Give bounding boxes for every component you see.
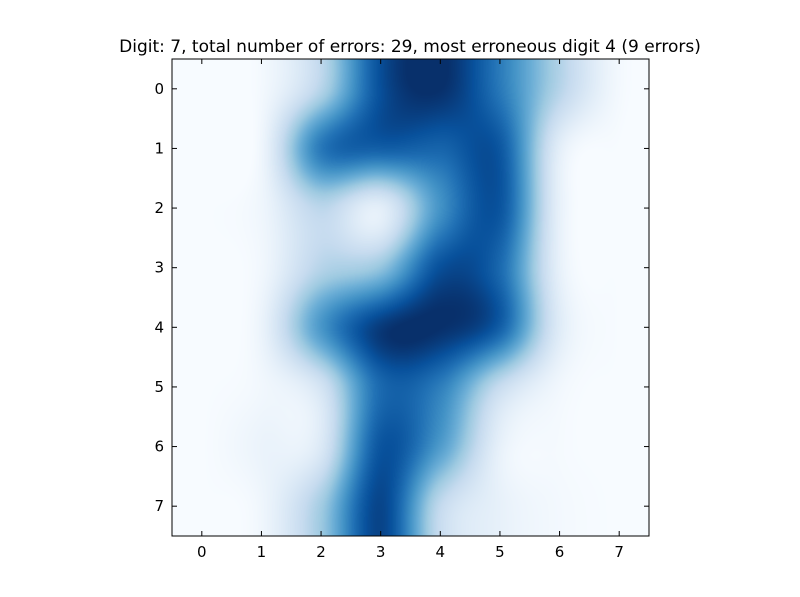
y-tick-label: 2 [154,199,164,217]
x-tick-label: 7 [614,543,624,561]
y-tick-label: 7 [154,497,164,515]
x-axis: 0 1 2 3 4 5 6 7 [197,59,624,561]
heatmap-image [172,59,649,536]
y-tick-label: 6 [154,438,164,456]
y-axis: 0 1 2 3 4 5 6 7 [154,80,649,515]
x-tick-label: 3 [376,543,386,561]
heatmap-raster [172,59,649,536]
x-tick-label: 0 [197,543,207,561]
chart-title: Digit: 7, total number of errors: 29, mo… [119,37,701,57]
x-tick-label: 6 [555,543,565,561]
y-tick-label: 0 [154,80,164,98]
y-tick-label: 1 [154,139,164,157]
y-tick-label: 3 [154,259,164,277]
plot-frame [171,58,650,537]
x-tick-label: 4 [436,543,446,561]
x-tick-label: 5 [495,543,505,561]
x-tick-label: 1 [257,543,267,561]
y-tick-label: 4 [154,318,164,336]
x-tick-label: 2 [316,543,326,561]
y-tick-label: 5 [154,378,164,396]
